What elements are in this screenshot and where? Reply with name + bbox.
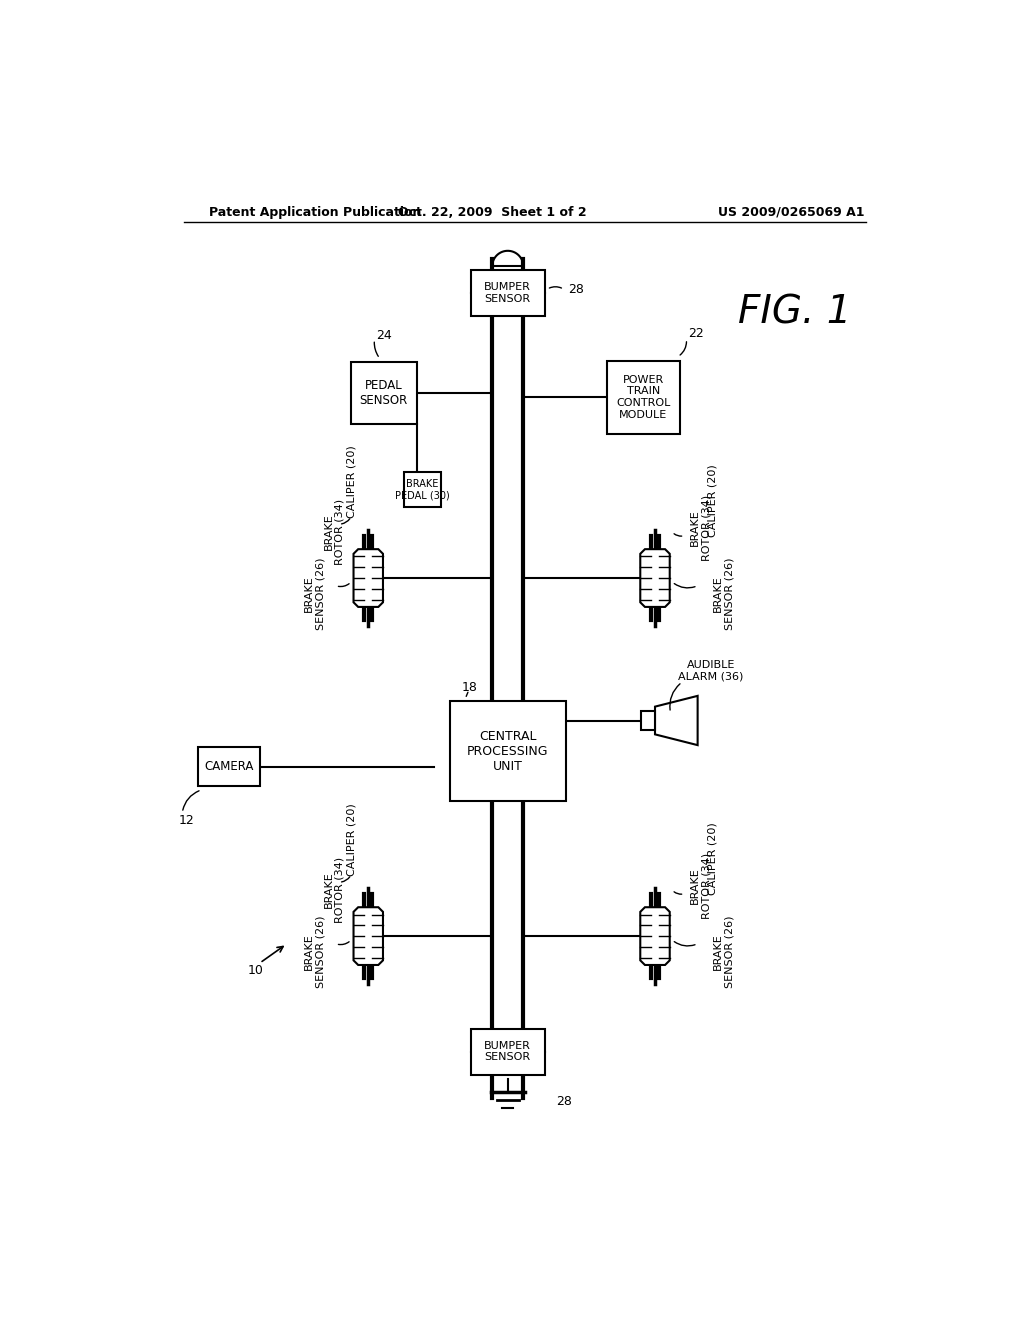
Bar bbox=[471, 271, 545, 317]
Text: 10: 10 bbox=[248, 964, 264, 977]
Text: BRAKE
PEDAL (30): BRAKE PEDAL (30) bbox=[395, 479, 450, 500]
Text: BRAKE
SENSOR (26): BRAKE SENSOR (26) bbox=[713, 557, 735, 630]
Text: BRAKE
SENSOR (26): BRAKE SENSOR (26) bbox=[304, 915, 326, 987]
Bar bbox=[351, 363, 417, 424]
Text: CALIPER (20): CALIPER (20) bbox=[347, 445, 356, 519]
Bar bbox=[403, 473, 441, 507]
Bar bbox=[450, 701, 566, 801]
Bar bbox=[198, 747, 260, 785]
Polygon shape bbox=[640, 549, 670, 607]
Text: 12: 12 bbox=[178, 814, 195, 828]
Text: POWER
TRAIN
CONTROL
MODULE: POWER TRAIN CONTROL MODULE bbox=[616, 375, 671, 420]
Text: CENTRAL
PROCESSING
UNIT: CENTRAL PROCESSING UNIT bbox=[467, 730, 549, 772]
Text: CALIPER (20): CALIPER (20) bbox=[347, 804, 356, 876]
Text: BRAKE
ROTOR (34): BRAKE ROTOR (34) bbox=[324, 499, 345, 565]
Text: US 2009/0265069 A1: US 2009/0265069 A1 bbox=[718, 206, 864, 219]
Text: 28: 28 bbox=[568, 282, 584, 296]
Text: BUMPER
SENSOR: BUMPER SENSOR bbox=[484, 1040, 531, 1063]
Text: CALIPER (20): CALIPER (20) bbox=[708, 465, 718, 537]
Text: AUDIBLE
ALARM (36): AUDIBLE ALARM (36) bbox=[678, 660, 743, 681]
Bar bbox=[606, 360, 680, 434]
Text: Patent Application Publication: Patent Application Publication bbox=[209, 206, 422, 219]
Text: BRAKE
ROTOR (34): BRAKE ROTOR (34) bbox=[324, 857, 345, 923]
Polygon shape bbox=[353, 907, 383, 965]
Text: 18: 18 bbox=[461, 681, 477, 694]
Text: PEDAL
SENSOR: PEDAL SENSOR bbox=[359, 379, 408, 408]
Text: Oct. 22, 2009  Sheet 1 of 2: Oct. 22, 2009 Sheet 1 of 2 bbox=[398, 206, 587, 219]
Text: BRAKE
SENSOR (26): BRAKE SENSOR (26) bbox=[304, 557, 326, 630]
Polygon shape bbox=[640, 907, 670, 965]
Bar bbox=[471, 1028, 545, 1074]
Text: CALIPER (20): CALIPER (20) bbox=[708, 822, 718, 895]
Text: BRAKE
ROTOR (34): BRAKE ROTOR (34) bbox=[690, 853, 712, 919]
Text: BRAKE
ROTOR (34): BRAKE ROTOR (34) bbox=[690, 495, 712, 561]
Text: 24: 24 bbox=[376, 329, 392, 342]
Text: FIG. 1: FIG. 1 bbox=[737, 293, 851, 331]
Polygon shape bbox=[353, 549, 383, 607]
Text: BRAKE
SENSOR (26): BRAKE SENSOR (26) bbox=[713, 915, 735, 987]
Text: CAMERA: CAMERA bbox=[204, 760, 253, 774]
Bar bbox=[641, 711, 655, 730]
Polygon shape bbox=[655, 696, 697, 744]
Text: 28: 28 bbox=[556, 1096, 572, 1109]
Text: 22: 22 bbox=[688, 327, 703, 341]
Text: BUMPER
SENSOR: BUMPER SENSOR bbox=[484, 282, 531, 304]
